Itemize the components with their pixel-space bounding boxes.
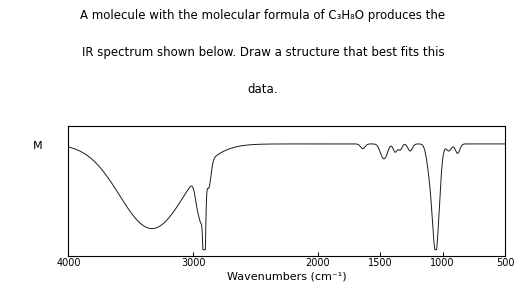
Text: IR spectrum shown below. Draw a structure that best fits this: IR spectrum shown below. Draw a structur… <box>82 46 444 59</box>
X-axis label: Wavenumbers (cm⁻¹): Wavenumbers (cm⁻¹) <box>227 271 347 281</box>
Text: A molecule with the molecular formula of C₃H₈O produces the: A molecule with the molecular formula of… <box>80 9 446 22</box>
Text: M: M <box>33 141 43 151</box>
Text: data.: data. <box>248 83 278 96</box>
